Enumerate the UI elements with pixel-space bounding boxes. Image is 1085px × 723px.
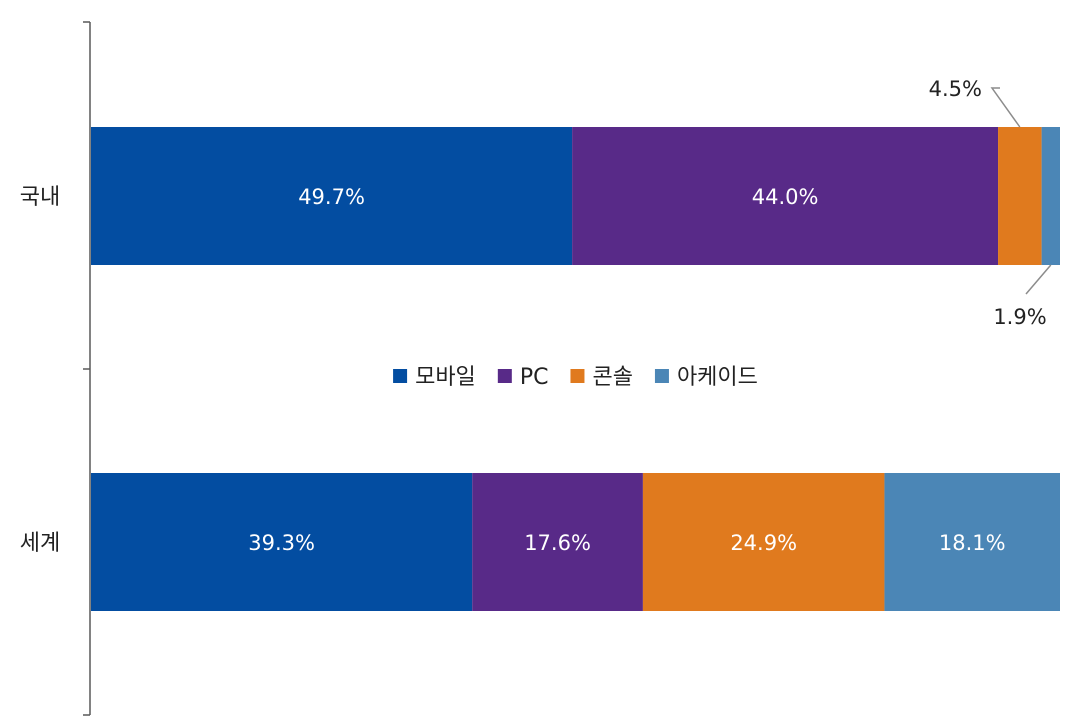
legend-swatch-1 [497,369,512,383]
legend-label-1: PC [520,365,549,390]
bar-segment-0-3 [1041,127,1060,265]
bars-group [91,127,1060,611]
data-label-1-2: 24.9% [730,531,797,555]
data-label-1-1: 17.6% [524,531,591,555]
bar-segment-1-3 [884,473,1060,611]
data-label-1-3: 18.1% [939,531,1006,555]
bar-segment-0-0 [91,127,573,265]
leader-line-0-2 [990,87,1021,128]
data-label-0-2: 4.5% [929,77,982,101]
data-label-0-1: 44.0% [752,185,819,209]
legend-swatch-0 [393,369,408,383]
bar-segment-0-1 [572,127,999,265]
legend-label-0: 모바일 [415,365,476,390]
data-label-1-0: 39.3% [248,531,315,555]
bar-segment-1-2 [642,473,885,611]
bar-segment-0-2 [998,127,1042,265]
legend-swatch-2 [570,369,585,383]
bar-segment-1-1 [472,473,643,611]
leader-line-0-3 [1025,264,1052,295]
legend-label-2: 콘솔 [592,365,632,390]
data-labels-group: 49.7% 44.0% 4.5% 1.9% 39.3% 17.6% 24.9% 18.1% [248,77,1052,555]
category-label-0: 국내 [20,185,60,210]
bar-segment-1-0 [91,473,473,611]
category-label-1: 세계 [20,531,60,556]
category-axis [83,21,91,716]
data-label-0-0: 49.7% [298,185,365,209]
legend-label-3: 아케이드 [677,365,758,390]
data-label-0-3: 1.9% [993,305,1046,329]
legend: 모바일 PC 콘솔 아케이드 [393,365,758,390]
legend-swatch-3 [654,369,669,383]
